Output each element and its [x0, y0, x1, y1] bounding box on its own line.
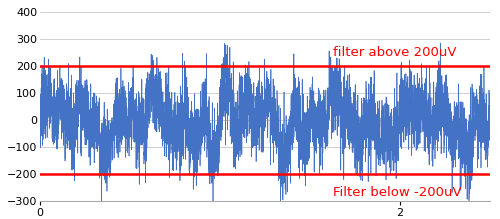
Text: filter above 200uV: filter above 200uV — [334, 46, 457, 59]
Text: Filter below -200uV: Filter below -200uV — [334, 185, 462, 198]
